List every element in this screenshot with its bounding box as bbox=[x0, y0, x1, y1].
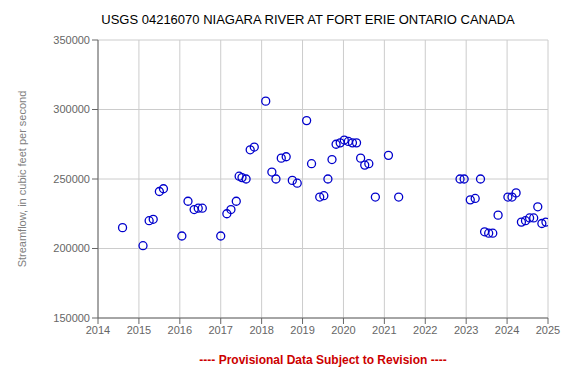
svg-text:2020: 2020 bbox=[331, 324, 355, 336]
svg-text:2019: 2019 bbox=[290, 324, 314, 336]
svg-text:200000: 200000 bbox=[53, 242, 90, 254]
svg-text:2015: 2015 bbox=[127, 324, 151, 336]
svg-text:2021: 2021 bbox=[372, 324, 396, 336]
svg-text:2025: 2025 bbox=[536, 324, 560, 336]
svg-text:2023: 2023 bbox=[454, 324, 478, 336]
svg-text:---- Provisional Data Subject: ---- Provisional Data Subject to Revisio… bbox=[199, 353, 446, 367]
svg-text:250000: 250000 bbox=[53, 173, 90, 185]
svg-text:2022: 2022 bbox=[413, 324, 437, 336]
svg-text:Streamflow, in cubic feet per: Streamflow, in cubic feet per second bbox=[16, 91, 28, 268]
html-text:USGS 04216070 NIAGARA RIVER AT: USGS 04216070 NIAGARA RIVER AT FORT ERIE… bbox=[101, 12, 515, 27]
svg-text:2024: 2024 bbox=[495, 324, 519, 336]
svg-text:350000: 350000 bbox=[53, 34, 90, 46]
svg-text:2014: 2014 bbox=[86, 324, 110, 336]
svg-text:2018: 2018 bbox=[249, 324, 273, 336]
svg-text:150000: 150000 bbox=[53, 312, 90, 324]
svg-text:2017: 2017 bbox=[208, 324, 232, 336]
svg-text:300000: 300000 bbox=[53, 103, 90, 115]
svg-text:2016: 2016 bbox=[168, 324, 192, 336]
